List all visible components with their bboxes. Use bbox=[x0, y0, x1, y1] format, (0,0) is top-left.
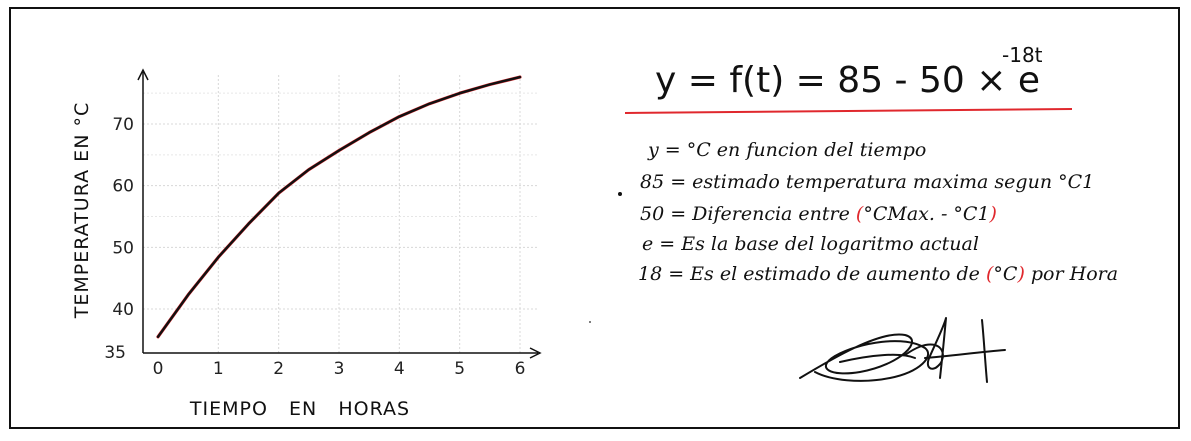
x-tick-label: 1 bbox=[213, 359, 224, 379]
note-text: y = °C en funcion del tiempo bbox=[647, 139, 926, 161]
y-tick-label: 50 bbox=[112, 238, 134, 258]
note-line: 50 = Diferencia entre (°CMax. - °C1) bbox=[640, 203, 997, 225]
note-text: °CMax. - °C1 bbox=[863, 203, 989, 225]
x-tick-label: 5 bbox=[454, 359, 465, 379]
note-highlight: ( bbox=[986, 263, 994, 285]
note-text: e = Es la base del logaritmo actual bbox=[642, 233, 979, 255]
note-text: 85 = estimado temperatura maxima segun °… bbox=[640, 171, 1094, 193]
y-axis-title: TEMPERATURA EN °C bbox=[71, 102, 93, 319]
bullet-dot bbox=[618, 192, 622, 196]
y-tick-label: 60 bbox=[112, 177, 134, 197]
stray-dot bbox=[589, 321, 591, 323]
note-line: 18 = Es el estimado de aumento de (°C) p… bbox=[638, 263, 1118, 285]
notes-block: y = °C en funcion del tiempo 85 = estimad… bbox=[638, 139, 1118, 285]
note-text: 18 = Es el estimado de aumento de bbox=[638, 263, 986, 285]
note-highlight: ) bbox=[1016, 263, 1024, 285]
formula-underline bbox=[624, 108, 1073, 114]
note-line: 85 = estimado temperatura maxima segun °… bbox=[640, 171, 1094, 193]
x-tick-label: 3 bbox=[334, 359, 345, 379]
note-text: 50 = Diferencia entre bbox=[640, 203, 856, 225]
note-highlight: ( bbox=[856, 203, 864, 225]
x-tick-label: 2 bbox=[273, 359, 284, 379]
x-tick-labels: 0 1 2 3 4 5 6 bbox=[153, 359, 526, 379]
formula-exponent: -18t bbox=[1002, 43, 1043, 67]
note-line: y = °C en funcion del tiempo bbox=[647, 139, 926, 161]
y-tick-label: 70 bbox=[112, 115, 134, 135]
formula-main: y = f(t) = 85 - 50 × e bbox=[655, 60, 1040, 101]
series-line bbox=[156, 75, 522, 338]
x-tick-label: 0 bbox=[153, 359, 164, 379]
y-tick-label: 35 bbox=[104, 343, 126, 363]
note-highlight: ) bbox=[989, 203, 997, 225]
chart-grid bbox=[143, 75, 538, 353]
note-text: °C bbox=[993, 263, 1018, 285]
y-tick-label: 40 bbox=[112, 300, 134, 320]
signature-icon bbox=[799, 317, 1006, 383]
note-text: por Hora bbox=[1025, 263, 1118, 285]
chart-axes bbox=[137, 68, 542, 359]
x-axis-title: TIEMPO EN HORAS bbox=[189, 398, 410, 420]
y-axis-arrow bbox=[137, 68, 149, 81]
series-layer bbox=[156, 75, 522, 339]
note-line: e = Es la base del logaritmo actual bbox=[642, 233, 979, 255]
y-tick-labels: 35 40 50 60 70 bbox=[104, 115, 134, 363]
x-tick-label: 4 bbox=[394, 359, 405, 379]
x-axis-arrow bbox=[529, 347, 542, 359]
x-tick-label: 6 bbox=[515, 359, 526, 379]
